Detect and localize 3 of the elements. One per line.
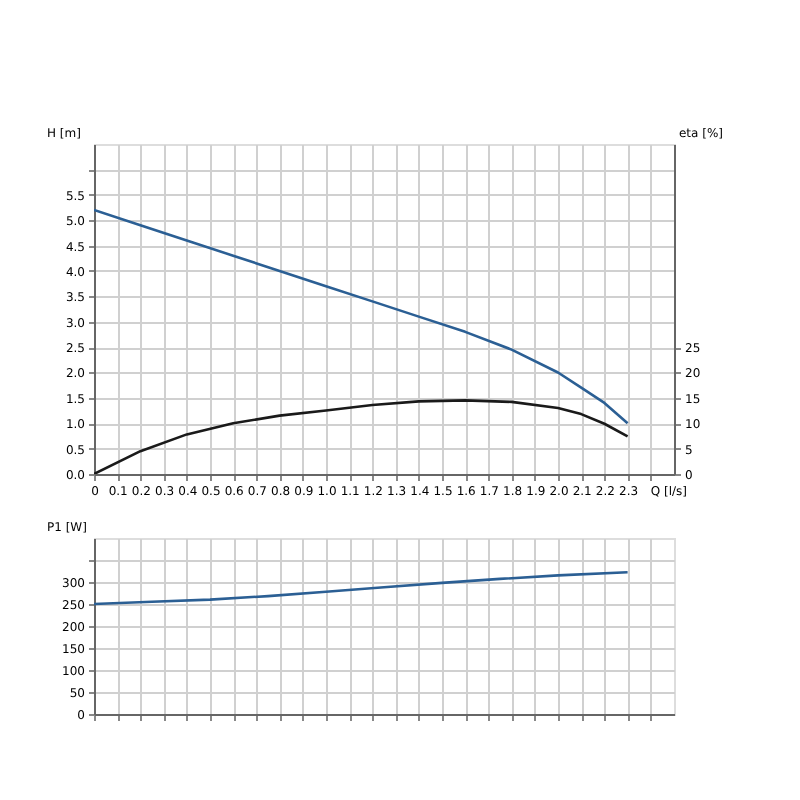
line-series: [94, 571, 629, 606]
line-series: [94, 399, 629, 474]
line-series: [94, 208, 629, 425]
